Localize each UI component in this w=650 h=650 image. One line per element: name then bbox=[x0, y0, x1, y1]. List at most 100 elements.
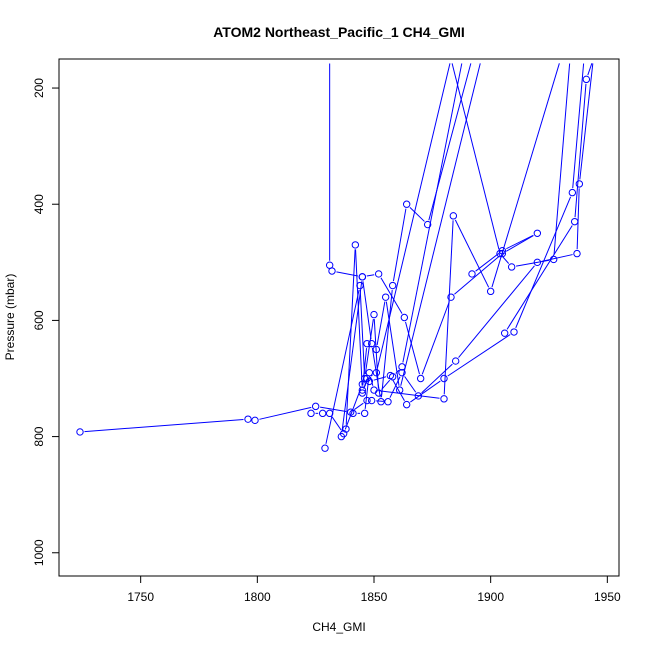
data-point bbox=[349, 409, 357, 418]
data-point bbox=[351, 241, 360, 249]
data-point bbox=[440, 374, 448, 383]
y-tick-label: 400 bbox=[32, 194, 46, 214]
data-point bbox=[533, 258, 542, 267]
series-segment bbox=[325, 289, 360, 444]
data-point bbox=[416, 374, 425, 383]
series-6 bbox=[342, 63, 481, 433]
x-axis: 1750 1800 1850 1900 1950 bbox=[127, 576, 621, 604]
chart-title: ATOM2 Northeast_Pacific_1 CH4_GMI bbox=[213, 24, 465, 40]
x-tick-label: 1800 bbox=[244, 590, 271, 604]
data-point bbox=[486, 287, 495, 296]
series-segment bbox=[400, 63, 481, 386]
series-5 bbox=[337, 63, 472, 441]
series-segment bbox=[344, 388, 362, 430]
data-point bbox=[244, 415, 252, 423]
series-segment bbox=[331, 416, 342, 431]
series-8 bbox=[358, 63, 571, 397]
series-segment bbox=[410, 380, 441, 403]
data-point bbox=[575, 180, 584, 188]
data-point bbox=[573, 249, 581, 258]
series-segment bbox=[421, 301, 450, 375]
series-segment bbox=[458, 265, 535, 358]
y-axis-label: Pressure (mbar) bbox=[3, 274, 17, 361]
series-segment bbox=[376, 63, 451, 369]
data-point bbox=[363, 339, 371, 348]
data-point bbox=[582, 75, 591, 84]
data-point bbox=[533, 229, 542, 237]
data-point bbox=[398, 368, 406, 377]
series-3 bbox=[76, 63, 594, 436]
plot-frame bbox=[58, 58, 620, 577]
data-point bbox=[388, 373, 397, 381]
series-4 bbox=[321, 63, 463, 452]
series-segment bbox=[405, 321, 420, 375]
data-point bbox=[449, 212, 458, 220]
y-tick-label: 800 bbox=[32, 426, 46, 446]
series-segment bbox=[385, 301, 400, 386]
series-7 bbox=[349, 63, 560, 418]
data-point bbox=[440, 395, 448, 403]
data-point bbox=[307, 409, 315, 418]
series-segment bbox=[447, 334, 511, 377]
series-9 bbox=[500, 63, 593, 337]
series-segment bbox=[576, 188, 580, 250]
series-segment bbox=[454, 256, 500, 295]
series-segment bbox=[451, 63, 500, 250]
series-segment bbox=[336, 271, 359, 277]
data-point bbox=[447, 293, 455, 301]
data-point bbox=[451, 357, 460, 365]
y-axis: 200 400 600 800 1000 bbox=[32, 78, 59, 566]
series-segment bbox=[84, 419, 244, 433]
x-tick-label: 1950 bbox=[594, 590, 621, 604]
series-segment bbox=[491, 63, 560, 288]
x-tick-label: 1750 bbox=[127, 590, 154, 604]
data-point bbox=[321, 444, 329, 452]
data-point bbox=[358, 389, 367, 397]
series-layer bbox=[76, 63, 594, 452]
data-point bbox=[381, 293, 390, 301]
data-point bbox=[507, 263, 516, 271]
data-point bbox=[363, 374, 371, 383]
series-segment bbox=[354, 402, 364, 410]
data-point bbox=[388, 281, 397, 290]
series-segment bbox=[376, 400, 384, 402]
data-point bbox=[358, 273, 367, 281]
data-point bbox=[498, 249, 507, 258]
series-segment bbox=[380, 289, 393, 398]
series-segment bbox=[359, 290, 365, 375]
series-segment bbox=[443, 220, 454, 395]
series-segment bbox=[259, 406, 312, 420]
series-segment bbox=[574, 83, 587, 218]
data-point bbox=[496, 249, 504, 258]
data-point bbox=[374, 270, 383, 278]
y-tick-label: 600 bbox=[32, 310, 46, 330]
x-tick-label: 1900 bbox=[477, 590, 504, 604]
series-segment bbox=[373, 319, 379, 389]
series-segment bbox=[373, 376, 387, 381]
data-point bbox=[318, 409, 327, 418]
data-point bbox=[337, 432, 346, 441]
series-segment bbox=[402, 63, 463, 363]
series-segment bbox=[502, 256, 510, 264]
data-point bbox=[328, 267, 336, 275]
series-segment bbox=[345, 249, 356, 425]
series-segment bbox=[363, 382, 367, 389]
series-segment bbox=[370, 376, 374, 386]
series-segment bbox=[364, 377, 370, 409]
data-point bbox=[251, 416, 259, 425]
data-point bbox=[372, 368, 381, 377]
series-segment bbox=[378, 390, 440, 399]
series-segment bbox=[506, 225, 573, 330]
series-segment bbox=[515, 196, 572, 329]
series-segment bbox=[362, 281, 372, 340]
data-point bbox=[358, 386, 367, 394]
series-segment bbox=[376, 301, 386, 346]
data-point bbox=[402, 200, 411, 208]
data-point bbox=[402, 400, 411, 409]
data-point bbox=[372, 345, 381, 354]
data-point bbox=[367, 396, 376, 405]
series-segment bbox=[516, 259, 550, 267]
series-segment bbox=[371, 348, 381, 398]
series-segment bbox=[370, 345, 373, 348]
data-point bbox=[500, 329, 509, 337]
